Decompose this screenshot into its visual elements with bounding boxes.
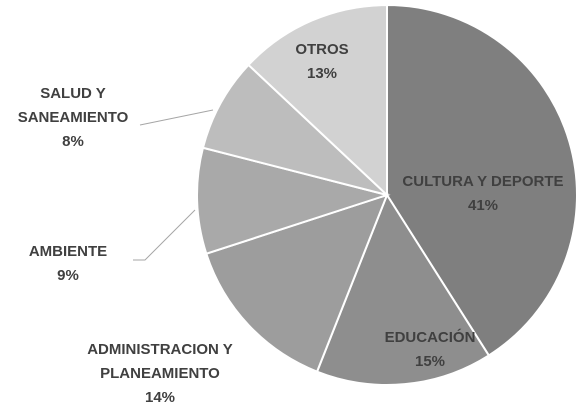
category-label: OTROS	[295, 41, 349, 58]
category-label: EDUCACIÓN	[384, 329, 476, 346]
data-label: SALUD Y SANEAMIENTO 8%	[0, 82, 148, 154]
value-label: 9%	[57, 267, 79, 284]
wedges	[196, 3, 577, 386]
category-label: SALUD Y SANEAMIENTO	[17, 85, 129, 126]
data-label: OTROS 13%	[272, 38, 372, 86]
value-label: 8%	[62, 133, 84, 150]
value-label: 41%	[467, 197, 499, 214]
data-label: AMBIENTE 9%	[8, 240, 128, 288]
wedge	[315, 192, 491, 386]
wedge	[386, 3, 577, 357]
data-label: ADMINISTRACION Y PLANEAMIENTO 14%	[65, 338, 255, 408]
data-label: EDUCACIÓN 15%	[360, 326, 500, 374]
value-label: 13%	[306, 65, 338, 82]
wedge	[196, 146, 391, 255]
leader-line	[139, 109, 214, 126]
category-label: ADMINISTRACION Y PLANEAMIENTO	[87, 341, 233, 382]
category-label: AMBIENTE	[28, 243, 108, 260]
wedge	[201, 63, 388, 196]
wedge	[247, 3, 388, 198]
data-label: CULTURA Y DEPORTE 41%	[383, 170, 577, 218]
category-label: CULTURA Y DEPORTE	[402, 173, 564, 190]
value-label: 15%	[414, 353, 446, 370]
leader-line	[133, 209, 196, 261]
value-label: 14%	[144, 389, 176, 406]
